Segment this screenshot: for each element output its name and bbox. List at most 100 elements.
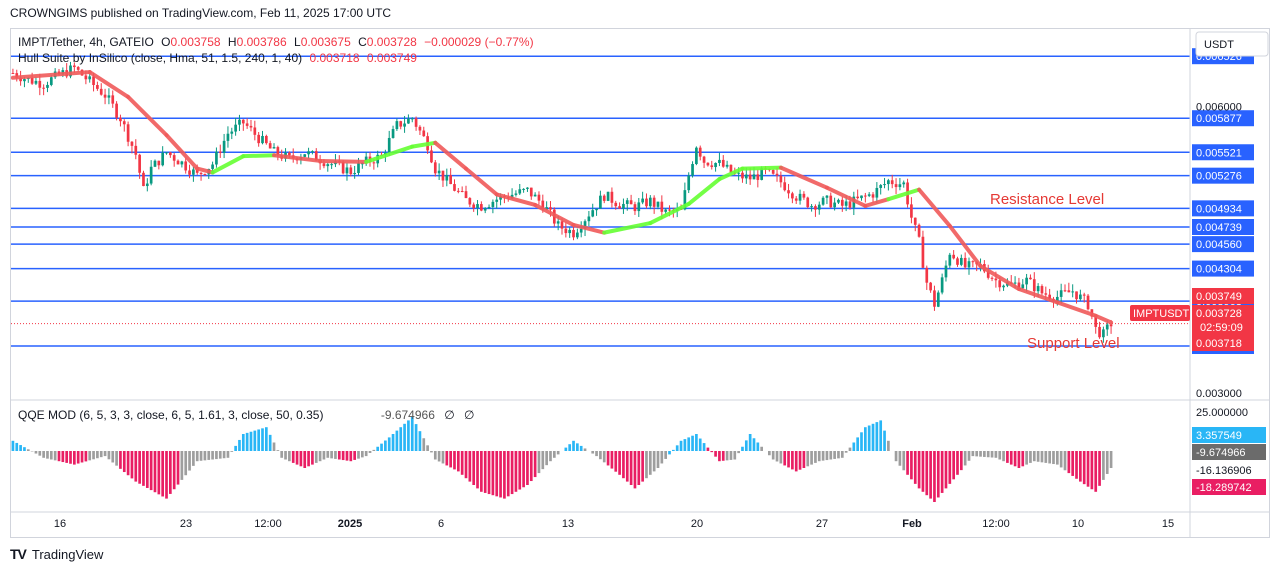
candle-body — [652, 197, 656, 207]
hull-segment — [717, 166, 745, 182]
hull-segment — [863, 197, 891, 208]
candle-body — [802, 193, 806, 198]
candle-body — [948, 254, 952, 266]
candle-body — [729, 164, 733, 173]
candle-body — [407, 118, 410, 124]
candle-body — [564, 228, 568, 234]
level-price-label: 0.005276 — [1196, 171, 1242, 183]
qqe-histogram — [11, 417, 1113, 502]
hull-segment — [571, 222, 607, 235]
candle-body — [837, 199, 840, 203]
candle-body — [468, 198, 472, 205]
candle-body — [42, 87, 45, 89]
symbol-label[interactable]: IMPT/Tether, 4h, GATEIO — [18, 35, 154, 49]
qqe-empty-2: ∅ — [464, 408, 475, 422]
time-tick-label: 15 — [1162, 518, 1174, 530]
candle-body — [38, 80, 42, 88]
candle-body — [971, 261, 975, 263]
price-tag — [1192, 288, 1254, 304]
candle-body — [130, 141, 134, 146]
candle-body — [648, 197, 652, 207]
candle-body — [814, 206, 817, 210]
candle-body — [476, 204, 479, 209]
time-tick-label: 27 — [816, 518, 828, 530]
candle-body — [480, 204, 483, 211]
level-price-tag — [1192, 236, 1254, 253]
indicator-legend[interactable]: Hull Suite by InSilico (close, Hma, 51, … — [18, 51, 417, 65]
candle-body — [921, 236, 925, 268]
price-tag — [1192, 335, 1254, 351]
low-value: 0.003675 — [300, 35, 351, 49]
time-tick-label: 12:00 — [982, 518, 1010, 530]
candle-body — [817, 204, 821, 210]
candle-body — [472, 204, 476, 209]
candle-body — [990, 277, 994, 279]
footer: TV TradingView — [10, 546, 103, 562]
candle-body — [49, 77, 53, 85]
candle-body — [230, 131, 234, 134]
candle-body — [464, 191, 468, 199]
candle-body — [599, 195, 602, 209]
candle-body — [856, 196, 860, 199]
level-price-tag — [1192, 110, 1254, 127]
candle-body — [1109, 324, 1113, 327]
level-price-tag — [1192, 144, 1254, 161]
axis-layer: USDT 0.006000 0.003000 0.003749 0.003728 02:5… — [10, 28, 1270, 538]
candle-body — [134, 145, 138, 155]
candle-body — [1048, 294, 1051, 299]
candle-body — [19, 77, 22, 82]
candle-body — [437, 170, 441, 174]
candle-body — [614, 202, 618, 207]
hull-segment — [126, 94, 169, 138]
candle-body — [30, 77, 34, 84]
published-caption: CROWNGIMS published on TradingView.com, … — [10, 6, 392, 20]
hull-segment — [648, 201, 691, 226]
candle-body — [929, 282, 932, 291]
candle-body — [391, 129, 395, 138]
candle-body — [1055, 296, 1059, 302]
candle-body — [410, 118, 414, 120]
candle-body — [825, 195, 829, 198]
candle-body — [460, 190, 464, 192]
candle-body — [372, 162, 376, 164]
candle-body — [625, 200, 629, 204]
candle-body — [107, 95, 111, 98]
candle-body — [276, 147, 280, 156]
level-price-label: 0.004934 — [1196, 203, 1242, 215]
high-value: 0.003786 — [236, 35, 287, 49]
candle-body — [395, 121, 399, 130]
candle-body — [783, 182, 787, 191]
chart-frame — [10, 28, 1270, 538]
candle-body — [111, 95, 115, 104]
qqe-legend[interactable]: QQE MOD (6, 5, 3, 3, close, 6, 5, 1.61, … — [18, 408, 474, 422]
candle-body — [138, 154, 141, 173]
candle-body — [668, 209, 671, 211]
candle-body — [591, 210, 595, 217]
candle-body — [238, 119, 241, 125]
candle-body — [245, 123, 249, 126]
candle-body — [944, 265, 948, 278]
candle-body — [418, 126, 422, 131]
open-label: O — [161, 35, 171, 49]
candle-body — [556, 221, 560, 224]
candle-body — [533, 194, 537, 197]
candle-body — [583, 221, 587, 229]
candle-body — [149, 166, 153, 184]
candle-body — [541, 200, 545, 210]
candle-body — [11, 73, 15, 75]
candle-body — [537, 194, 541, 201]
level-price-tag — [1192, 167, 1254, 184]
candle-body — [695, 147, 698, 165]
candle-body — [1063, 290, 1067, 292]
open-value: 0.003758 — [170, 35, 221, 49]
candle-body — [1098, 326, 1101, 338]
candle-body — [529, 187, 533, 197]
candle-body — [890, 180, 894, 185]
candle-body — [487, 206, 491, 209]
time-tick-label: Feb — [902, 518, 922, 530]
symbol-tag — [1130, 305, 1190, 321]
candle-body — [833, 202, 836, 208]
candle-body — [606, 191, 610, 201]
candle-body — [1102, 329, 1105, 338]
